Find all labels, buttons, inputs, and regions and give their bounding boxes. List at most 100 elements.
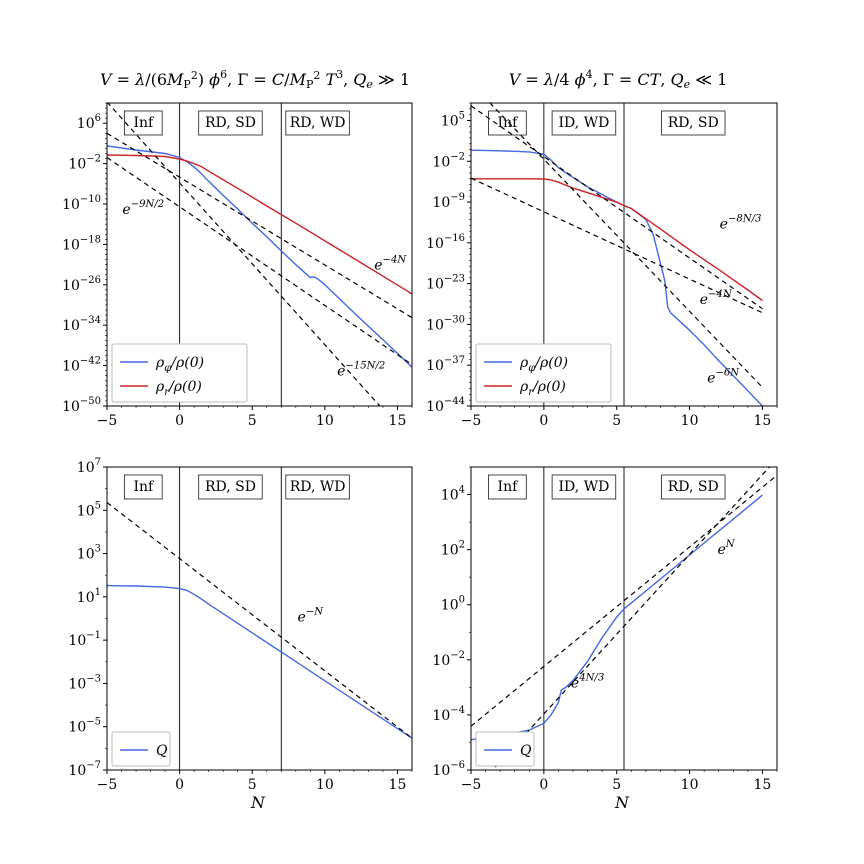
- fit-label: e−8N/3: [720, 213, 762, 232]
- y-tick-label: 10−2: [432, 151, 465, 170]
- fit-line: [107, 103, 381, 406]
- x-tick-label: 15: [754, 777, 772, 793]
- region-label-box: [198, 110, 263, 136]
- legend: [475, 343, 612, 403]
- title-left: V = λ/(6MP2) ϕ6, Γ = C/MP2 T3, Qe ≫ 1: [100, 68, 410, 91]
- legend-label: ρr/ρ(0): [519, 379, 566, 398]
- region-label: RD, WD: [290, 115, 346, 131]
- y-tick-label: 10−37: [426, 355, 465, 374]
- legend-label: Q: [520, 743, 532, 759]
- y-tick-label: 10−34: [62, 315, 101, 334]
- series-line-r: [471, 178, 763, 302]
- fit-label: e4N/3: [571, 672, 604, 691]
- region-label: Inf: [498, 115, 520, 131]
- region-label-box: [488, 474, 527, 500]
- xlabel-left: N: [250, 793, 266, 812]
- y-tick-label: 10−44: [426, 396, 465, 415]
- y-tick-label: 10−30: [426, 314, 465, 333]
- region-label: RD, SD: [668, 115, 719, 131]
- y-tick-label: 106: [77, 113, 101, 132]
- y-tick-label: 105: [441, 110, 465, 129]
- region-label-box: [198, 474, 263, 500]
- fit-label: e−15N/2: [337, 361, 385, 380]
- panel-top-left: e−4N e−9N/2 e−15N/2 Inf RD, SD RD, WD −5 0 5 10 15…: [62, 102, 413, 429]
- fit-label: e−N: [298, 607, 325, 626]
- axes-frame: [470, 466, 778, 771]
- region-label: ID, WD: [559, 115, 610, 131]
- y-tick-label: 10−42: [62, 356, 101, 375]
- y-tick-label: 10−7: [68, 760, 101, 779]
- x-tick-label: 0: [175, 413, 184, 429]
- fit-label: eN: [717, 539, 735, 558]
- y-tick-label: 10−1: [68, 630, 101, 649]
- x-tick-label: 5: [248, 777, 257, 793]
- title-right: V = λ/4 ϕ4, Γ = CT, Qe ≪ 1: [509, 68, 728, 91]
- region-label-box: [123, 110, 163, 136]
- y-tick-label: 101: [77, 587, 101, 606]
- y-tick-label: 103: [77, 544, 101, 563]
- fit-line: [107, 132, 412, 319]
- region-label: Inf: [133, 115, 155, 131]
- series-line-phi: [107, 145, 412, 368]
- x-tick-label: 10: [316, 777, 334, 793]
- y-tick-label: 10−2: [432, 650, 465, 669]
- y-tick-label: 10−2: [68, 154, 101, 173]
- region-label-box: [660, 474, 726, 500]
- y-tick-label: 104: [441, 485, 465, 504]
- x-tick-label: 5: [248, 413, 257, 429]
- y-tick-label: 10−10: [62, 194, 101, 213]
- x-tick-label: −5: [97, 777, 118, 793]
- fit-line: [107, 157, 412, 366]
- fit-label: e−9N/2: [122, 199, 164, 218]
- region-label-box: [660, 110, 726, 136]
- region-label: RD, SD: [668, 479, 719, 495]
- y-tick-label: 10−26: [62, 275, 101, 294]
- x-tick-label: −5: [97, 413, 118, 429]
- y-tick-label: 10−5: [68, 717, 101, 736]
- y-tick-label: 10−50: [62, 396, 101, 415]
- region-label: RD, SD: [205, 115, 256, 131]
- xlabel-right: N: [614, 793, 630, 812]
- x-tick-label: 0: [539, 413, 548, 429]
- axes-frame: [106, 466, 413, 771]
- y-tick-label: 10−9: [432, 192, 465, 211]
- x-tick-label: 0: [539, 777, 548, 793]
- legend-label: Q: [156, 743, 168, 759]
- x-tick-label: 15: [754, 413, 772, 429]
- legend: [111, 731, 171, 767]
- y-tick-label: 100: [441, 595, 465, 614]
- x-tick-label: −5: [461, 413, 482, 429]
- region-label: Inf: [498, 479, 520, 495]
- series-line-Q: [471, 494, 763, 741]
- region-label-box: [285, 110, 350, 136]
- region-label-box: [123, 474, 163, 500]
- y-tick-label: 10−23: [426, 274, 465, 293]
- region-label: Inf: [133, 479, 155, 495]
- region-label: ID, WD: [559, 479, 610, 495]
- y-tick-label: 10−16: [426, 233, 465, 252]
- x-tick-label: 10: [316, 413, 334, 429]
- y-tick-label: 102: [441, 540, 465, 559]
- y-tick-label: 10−3: [68, 673, 101, 692]
- x-tick-label: 15: [389, 413, 407, 429]
- fit-line: [489, 103, 763, 388]
- y-tick-label: 107: [77, 457, 101, 476]
- region-label: RD, WD: [290, 479, 346, 495]
- region-label: RD, SD: [205, 479, 256, 495]
- x-tick-label: −5: [461, 777, 482, 793]
- fit-label: e−6N: [707, 368, 740, 387]
- x-tick-label: 15: [389, 777, 407, 793]
- fit-label: e−4N: [374, 255, 407, 274]
- x-tick-label: 5: [612, 777, 621, 793]
- y-tick-label: 105: [77, 500, 101, 519]
- legend: [111, 343, 248, 403]
- fit-line: [471, 105, 763, 310]
- x-tick-label: 0: [175, 777, 184, 793]
- region-label-box: [285, 474, 350, 500]
- fit-line: [107, 502, 412, 739]
- fit-line: [471, 474, 777, 727]
- x-tick-label: 10: [681, 413, 699, 429]
- region-label-box: [551, 474, 617, 500]
- legend-label: ρφ/ρ(0): [155, 355, 204, 374]
